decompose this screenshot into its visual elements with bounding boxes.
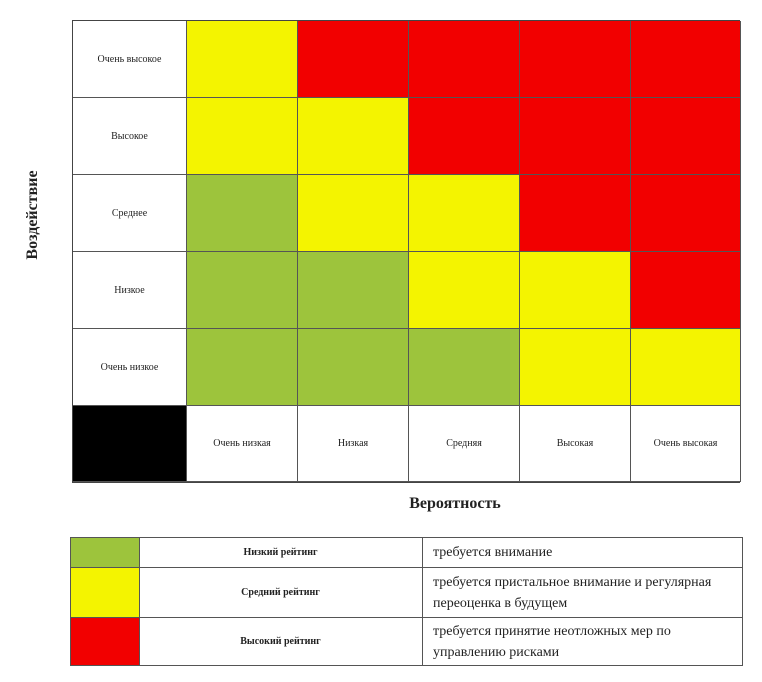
y-tick-label: Среднее [73,175,187,252]
corner-cell [73,406,187,482]
legend-swatch-high [71,618,140,665]
legend-name-high: Высокий рейтинг [139,618,423,665]
heatmap-cell-high [409,98,520,175]
heatmap-cell-low [409,329,520,406]
heatmap-cell-medium [409,175,520,252]
heatmap-cell-low [298,252,409,329]
heatmap-cell-low [187,252,298,329]
y-tick-label: Очень низкое [73,329,187,406]
heatmap-cell-low [187,175,298,252]
x-tick-label: Средняя [409,406,520,482]
legend-row-medium: Средний рейтинг требуется пристальное вн… [71,568,742,618]
heatmap-cell-medium [631,329,741,406]
x-tick-label: Очень высокая [631,406,741,482]
x-axis-label: Вероятность [409,495,501,512]
heatmap-cell-high [409,21,520,98]
legend-name-medium: Средний рейтинг [139,568,423,617]
legend-name-low: Низкий рейтинг [139,538,423,567]
x-tick-label: Очень низкая [187,406,298,482]
legend-row-high: Высокий рейтинг требуется принятие неотл… [71,618,742,665]
heatmap-cell-high [520,98,631,175]
heatmap-cell-low [298,329,409,406]
y-tick-label: Очень высокое [73,21,187,98]
legend-description-high: требуется принятие неотложных мер по упр… [433,623,671,660]
heatmap-cell-medium [520,329,631,406]
heatmap-cell-low [187,329,298,406]
heatmap-cell-high [520,175,631,252]
heatmap-cell-high [631,175,741,252]
legend-swatch-low [71,538,140,567]
y-axis-label: Воздействие [24,170,41,260]
heatmap-cell-medium [187,98,298,175]
heatmap-cell-high [631,21,741,98]
x-tick-label: Высокая [520,406,631,482]
heatmap-cell-medium [298,175,409,252]
heatmap-cell-high [631,252,741,329]
y-tick-label: Низкое [73,252,187,329]
x-tick-label: Низкая [298,406,409,482]
legend-row-low: Низкий рейтинг требуется внимание [71,538,742,568]
heatmap-cell-medium [520,252,631,329]
y-axis-label-box: Воздействие [20,160,46,270]
legend-swatch-medium [71,568,140,617]
risk-matrix-grid: Очень высокое Высокое Среднее Низкое Очень н… [72,20,741,483]
heatmap-cell-medium [298,98,409,175]
heatmap-cell-high [298,21,409,98]
legend-description-medium: требуется пристальное внимание и регуляр… [433,574,712,611]
heatmap-cell-high [631,98,741,175]
heatmap-cell-medium [187,21,298,98]
legend-description-low: требуется внимание [433,545,553,560]
y-tick-label: Высокое [73,98,187,175]
heatmap-cell-medium [409,252,520,329]
heatmap-cell-high [520,21,631,98]
legend-table: Низкий рейтинг требуется внимание Средни… [70,537,743,666]
